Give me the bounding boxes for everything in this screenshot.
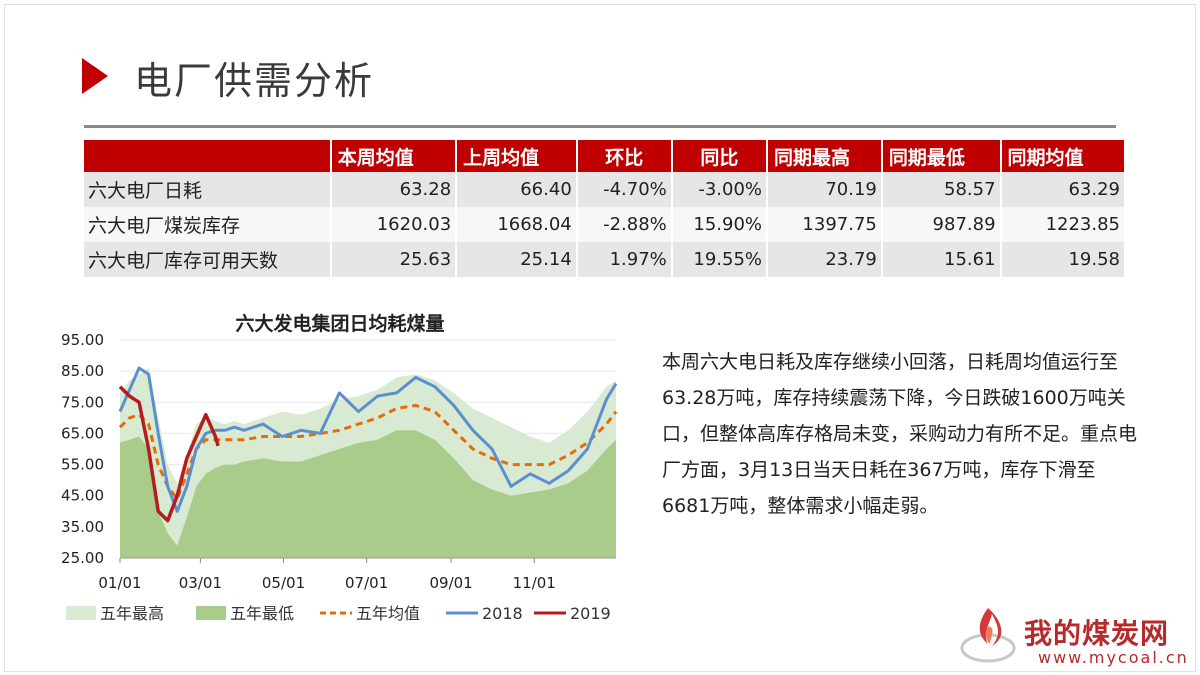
table-row: 六大电厂煤炭库存 1620.03 1668.04 -2.88% 15.90% 1…	[84, 207, 1127, 242]
x-tick-label: 03/01	[179, 574, 222, 592]
y-tick-label: 35.00	[61, 518, 104, 536]
y-tick-label: 45.00	[61, 487, 104, 505]
table-header-cell: 环比	[576, 140, 673, 172]
series-2019-line	[118, 385, 220, 523]
table-cell: 19.55%	[671, 242, 769, 277]
table-cell: 25.14	[456, 242, 578, 277]
table-header-cell: 本周均值	[330, 140, 458, 172]
x-tick-label: 09/01	[430, 574, 473, 592]
table-cell: 1.97%	[576, 242, 673, 277]
table-cell: 63.29	[1000, 172, 1127, 207]
table-header-row: 本周均值 上周均值 环比 同比 同期最高 同期最低 同期均值	[84, 140, 1127, 172]
page-title: 电厂供需分析	[134, 59, 375, 103]
table-header-cell: 上周均值	[456, 140, 578, 172]
x-tick-label: 01/01	[98, 574, 141, 592]
table-cell: 987.89	[881, 207, 1002, 242]
analysis-paragraph: 本周六大电日耗及库存继续小回落，日耗周均值运行至63.28万吨，库存持续震荡下降…	[662, 351, 1138, 517]
table-cell: 63.28	[330, 172, 458, 207]
table-cell: 1668.04	[456, 207, 578, 242]
table-cell: 15.61	[881, 242, 1002, 277]
table-cell: 六大电厂库存可用天数	[84, 242, 332, 277]
table-cell: 六大电厂煤炭库存	[84, 207, 332, 242]
legend-label: 2018	[482, 604, 523, 623]
y-tick-label: 75.00	[61, 393, 104, 411]
table-cell: -4.70%	[576, 172, 673, 207]
y-tick-label: 55.00	[61, 456, 104, 474]
table-cell: 23.79	[767, 242, 883, 277]
table-cell: 1223.85	[1000, 207, 1127, 242]
table-cell: 66.40	[456, 172, 578, 207]
stats-table: 本周均值 上周均值 环比 同比 同期最高 同期最低 同期均值 六大电厂日耗 63…	[84, 140, 1127, 277]
slide-frame	[4, 4, 1196, 672]
series-five-year-low-area	[120, 430, 616, 558]
legend-swatch	[66, 606, 96, 620]
table-header-cell	[84, 140, 332, 172]
daily-coal-consumption-chart: 六大发电集团日均耗煤量 25.00 35.00 45.00 55.00 65.00 75.…	[61, 312, 618, 623]
title-divider	[84, 125, 1116, 128]
table-cell: 六大电厂日耗	[84, 172, 332, 207]
table-header-cell: 同期最低	[881, 140, 1002, 172]
table-row: 六大电厂日耗 63.28 66.40 -4.70% -3.00% 70.19 5…	[84, 172, 1127, 207]
table-cell: 70.19	[767, 172, 883, 207]
flame-logo-icon	[960, 608, 1016, 663]
x-tick-label: 11/01	[513, 574, 556, 592]
series-2018-line	[118, 366, 618, 513]
table-header-cell: 同期最高	[767, 140, 883, 172]
x-tick-label: 07/01	[345, 574, 388, 592]
y-tick-label: 95.00	[61, 331, 104, 349]
table-cell: 58.57	[881, 172, 1002, 207]
site-logo: 我的煤炭网 www.mycoal.cn	[958, 604, 1188, 668]
logo-url: www.mycoal.cn	[1038, 648, 1189, 667]
chart-title: 六大发电集团日均耗煤量	[235, 312, 444, 335]
table-cell: 19.58	[1000, 242, 1127, 277]
y-tick-label: 25.00	[61, 549, 104, 567]
table-cell: 25.63	[330, 242, 458, 277]
legend-label: 五年最低	[230, 604, 294, 623]
table-header-cell: 同期均值	[1000, 140, 1127, 172]
legend-label: 五年均值	[356, 604, 420, 623]
table-cell: 1397.75	[767, 207, 883, 242]
series-five-year-avg-line	[118, 403, 618, 502]
table-row: 六大电厂库存可用天数 25.63 25.14 1.97% 19.55% 23.7…	[84, 242, 1127, 277]
logo-name: 我的煤炭网	[1024, 617, 1170, 650]
legend-label: 2019	[570, 604, 611, 623]
table-cell: -3.00%	[671, 172, 769, 207]
legend-swatch	[196, 606, 226, 620]
table-cell: 1620.03	[330, 207, 458, 242]
x-tick-label: 05/01	[262, 574, 305, 592]
table-header-cell: 同比	[671, 140, 769, 172]
y-tick-label: 85.00	[61, 362, 104, 380]
table-cell: 15.90%	[671, 207, 769, 242]
title-arrow-icon	[82, 58, 108, 94]
table-cell: -2.88%	[576, 207, 673, 242]
y-tick-label: 65.00	[61, 424, 104, 442]
legend-label: 五年最高	[100, 604, 164, 623]
